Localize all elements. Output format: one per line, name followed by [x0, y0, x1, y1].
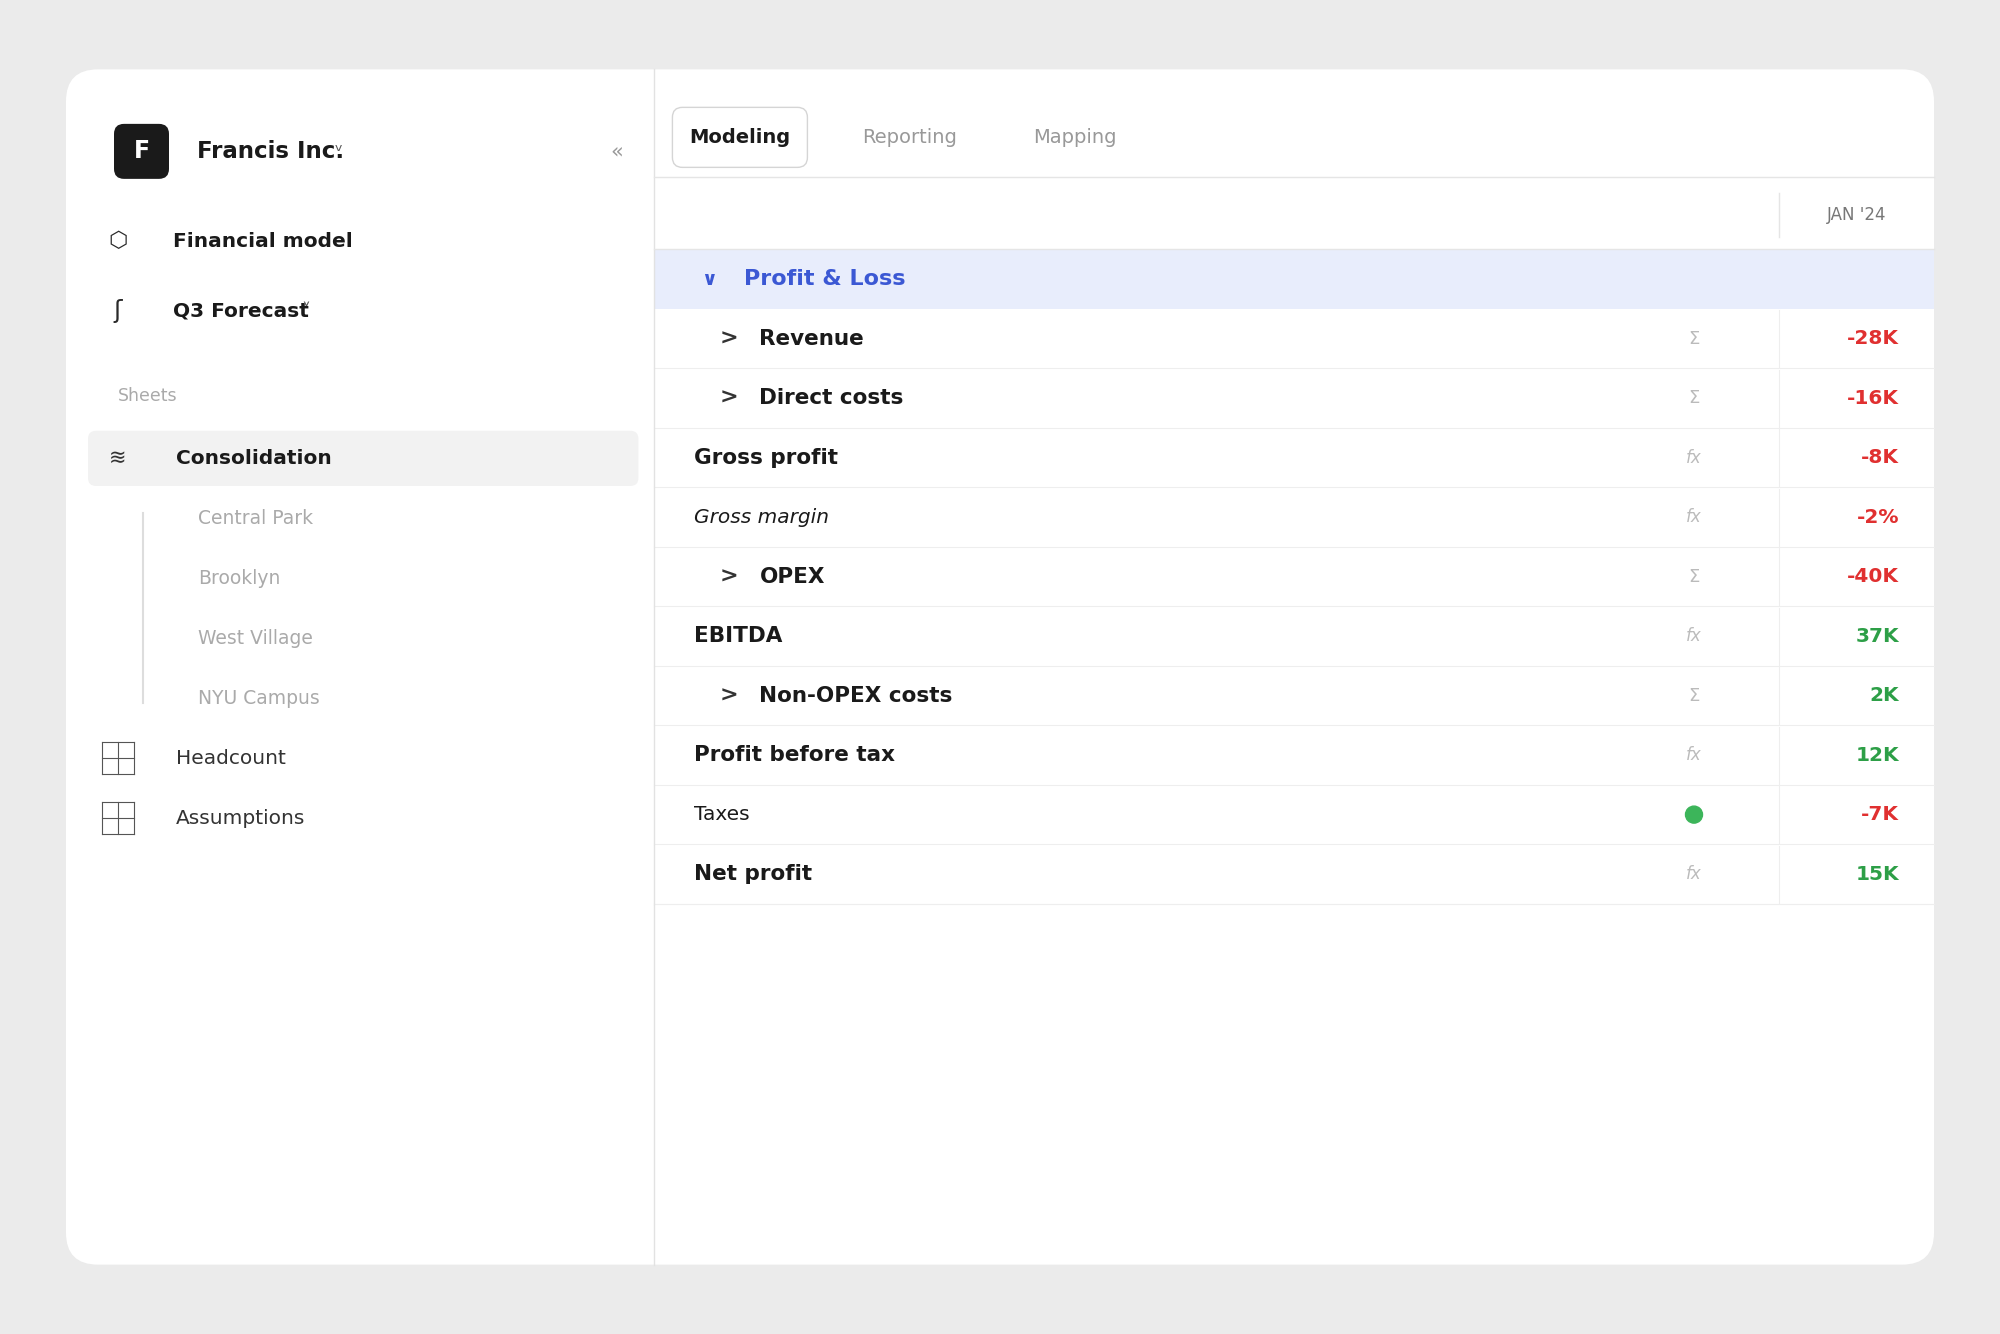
Bar — [654, 249, 1934, 309]
Text: -40K: -40K — [1846, 567, 1898, 586]
Circle shape — [1686, 806, 1702, 823]
Text: ∨: ∨ — [702, 269, 718, 288]
Text: Revenue: Revenue — [760, 328, 864, 348]
Text: JAN '24: JAN '24 — [1826, 207, 1886, 224]
Text: 12K: 12K — [1856, 746, 1898, 764]
Text: Sheets: Sheets — [118, 387, 178, 406]
Text: West Village: West Village — [198, 628, 312, 648]
Text: 15K: 15K — [1856, 864, 1898, 883]
Text: Mapping: Mapping — [1032, 128, 1116, 147]
Text: Σ: Σ — [1688, 687, 1700, 704]
Text: -8K: -8K — [1860, 448, 1898, 467]
Text: F: F — [134, 139, 150, 163]
Text: >: > — [720, 686, 738, 706]
Text: Σ: Σ — [1688, 329, 1700, 348]
Text: «: « — [610, 141, 622, 161]
Text: Net profit: Net profit — [694, 864, 812, 884]
Text: Σ: Σ — [1688, 390, 1700, 407]
Text: Profit & Loss: Profit & Loss — [744, 269, 906, 289]
FancyBboxPatch shape — [66, 69, 1934, 1265]
Text: -16K: -16K — [1846, 388, 1898, 408]
Text: >: > — [720, 328, 738, 348]
Text: fx: fx — [1686, 866, 1702, 883]
FancyBboxPatch shape — [88, 431, 638, 486]
Text: ˅: ˅ — [300, 303, 310, 320]
FancyBboxPatch shape — [672, 107, 808, 167]
Text: ⬡: ⬡ — [108, 231, 128, 251]
Text: >: > — [720, 567, 738, 587]
Text: Modeling: Modeling — [690, 128, 790, 147]
Text: -2%: -2% — [1856, 508, 1898, 527]
Text: NYU Campus: NYU Campus — [198, 688, 320, 708]
Text: Taxes: Taxes — [694, 806, 750, 824]
Text: fx: fx — [1686, 508, 1702, 526]
Text: Francis Inc.: Francis Inc. — [198, 140, 344, 163]
Text: Consolidation: Consolidation — [176, 448, 332, 468]
Text: Central Park: Central Park — [198, 508, 314, 528]
Text: Reporting: Reporting — [862, 128, 956, 147]
Text: ʃ: ʃ — [114, 299, 122, 323]
Text: Direct costs: Direct costs — [760, 388, 904, 408]
FancyBboxPatch shape — [114, 124, 170, 179]
Text: Q3 Forecast: Q3 Forecast — [174, 301, 308, 321]
Text: OPEX: OPEX — [760, 567, 824, 587]
Text: 2K: 2K — [1870, 686, 1898, 706]
Text: 37K: 37K — [1856, 627, 1898, 646]
Text: Financial model: Financial model — [174, 232, 352, 251]
Text: Headcount: Headcount — [176, 748, 286, 768]
Text: Gross profit: Gross profit — [694, 448, 838, 468]
Text: -7K: -7K — [1860, 806, 1898, 824]
Text: fx: fx — [1686, 627, 1702, 646]
Text: Assumptions: Assumptions — [176, 808, 306, 828]
Text: fx: fx — [1686, 746, 1702, 764]
Text: Gross margin: Gross margin — [694, 508, 830, 527]
Text: Brooklyn: Brooklyn — [198, 568, 280, 588]
Text: >: > — [720, 388, 738, 408]
Text: ≋: ≋ — [110, 448, 126, 468]
Text: ᵛ: ᵛ — [336, 141, 344, 161]
Text: EBITDA: EBITDA — [694, 626, 782, 646]
Text: -28K: -28K — [1846, 329, 1898, 348]
Text: Non-OPEX costs: Non-OPEX costs — [760, 686, 952, 706]
Text: Σ: Σ — [1688, 568, 1700, 586]
Text: Profit before tax: Profit before tax — [694, 746, 896, 766]
Text: fx: fx — [1686, 448, 1702, 467]
